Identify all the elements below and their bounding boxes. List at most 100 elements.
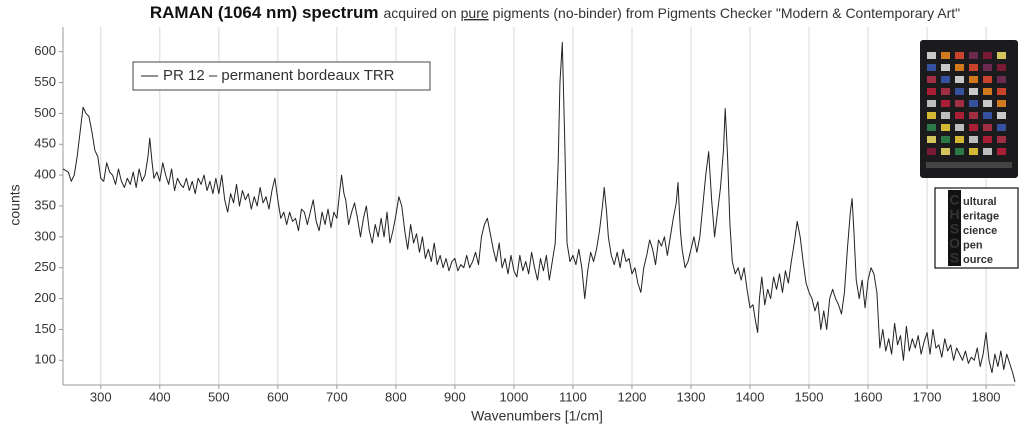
- plot-area: [62, 41, 1016, 383]
- swatch: [941, 64, 950, 71]
- y-tick-label: 100: [34, 352, 56, 367]
- swatch: [997, 136, 1006, 143]
- photo-frame: [920, 40, 1018, 178]
- x-tick-label: 1500: [795, 389, 824, 404]
- swatch: [983, 124, 992, 131]
- swatch: [969, 88, 978, 95]
- swatch: [941, 76, 950, 83]
- swatch: [927, 100, 936, 107]
- x-tick-label: 1700: [913, 389, 942, 404]
- logo-initial: S: [950, 250, 959, 266]
- swatch: [983, 112, 992, 119]
- subtitle-part: pure: [461, 5, 489, 21]
- y-tick-label: 500: [34, 105, 56, 120]
- swatch: [969, 112, 978, 119]
- spectrum-line: [62, 41, 1016, 383]
- y-tick-label: 250: [34, 259, 56, 274]
- y-tick-label: 550: [34, 74, 56, 89]
- swatch: [941, 52, 950, 59]
- swatch: [927, 52, 936, 59]
- y-tick-label: 450: [34, 136, 56, 151]
- logo-word: cience: [963, 225, 997, 237]
- swatch: [983, 52, 992, 59]
- swatch: [969, 148, 978, 155]
- swatch: [997, 88, 1006, 95]
- swatch: [997, 52, 1006, 59]
- x-tick-label: 500: [208, 389, 230, 404]
- legend-box: [132, 61, 431, 91]
- logo-initial: C: [949, 192, 959, 208]
- swatch: [955, 52, 964, 59]
- swatch: [969, 64, 978, 71]
- swatch: [941, 100, 950, 107]
- subtitle-part: pigments (no-binder) from Pigments Check…: [493, 5, 960, 21]
- logo-initial: S: [950, 221, 959, 237]
- swatch: [941, 112, 950, 119]
- chart-title: RAMAN (1064 nm) spectrum acquired on pure p…: [150, 3, 960, 22]
- subtitle-part: acquired on: [383, 5, 456, 21]
- x-tick-label: 300: [90, 389, 112, 404]
- photo-strip: [926, 162, 1012, 168]
- swatch: [997, 64, 1006, 71]
- swatch: [955, 76, 964, 83]
- swatch: [927, 124, 936, 131]
- swatch: [997, 76, 1006, 83]
- swatch: [927, 76, 936, 83]
- swatch: [955, 64, 964, 71]
- swatch: [969, 76, 978, 83]
- swatch: [941, 148, 950, 155]
- swatch: [927, 64, 936, 71]
- swatch: [983, 148, 992, 155]
- swatch: [997, 148, 1006, 155]
- x-tick-label: 800: [385, 389, 407, 404]
- x-tick-label: 1000: [499, 389, 528, 404]
- y-tick-label: 200: [34, 290, 56, 305]
- swatch: [969, 124, 978, 131]
- x-tick-label: 1200: [617, 389, 646, 404]
- swatch: [969, 100, 978, 107]
- swatch: [955, 100, 964, 107]
- x-tick-label: 900: [444, 389, 466, 404]
- logo-bar: [948, 190, 961, 266]
- legend-label: PR 12 – permanent bordeaux TRR: [163, 67, 395, 84]
- x-tick-label: 400: [149, 389, 171, 404]
- y-tick-label: 150: [34, 321, 56, 336]
- swatch: [969, 52, 978, 59]
- logo-word: ultural: [963, 196, 997, 208]
- swatch: [983, 64, 992, 71]
- x-tick-label: 1300: [677, 389, 706, 404]
- x-tick-label: 1400: [736, 389, 765, 404]
- swatch: [955, 148, 964, 155]
- logo-initial: O: [949, 235, 960, 251]
- axes: 300 400 500 600 700 800 900 1000 1100 1200 1300 140…: [34, 27, 1015, 404]
- legend: PR 12 – permanent bordeaux TRR: [132, 61, 431, 91]
- x-tick-label: 1600: [854, 389, 883, 404]
- y-tick-label: 300: [34, 228, 56, 243]
- title-main: RAMAN (1064 nm) spectrum: [150, 3, 379, 22]
- swatch: [955, 124, 964, 131]
- swatch: [941, 136, 950, 143]
- swatch: [955, 112, 964, 119]
- swatch: [927, 112, 936, 119]
- swatch: [955, 88, 964, 95]
- pigment-checker-photo: [920, 40, 1018, 178]
- swatch: [997, 112, 1006, 119]
- swatch: [941, 124, 950, 131]
- x-tick-label: 600: [267, 389, 289, 404]
- x-tick-label: 1100: [559, 389, 587, 404]
- logo-initial: H: [949, 206, 959, 222]
- swatch: [983, 100, 992, 107]
- logo-word: eritage: [963, 210, 999, 222]
- swatch: [969, 136, 978, 143]
- logo-word: ource: [963, 254, 993, 266]
- x-tick-label: 700: [326, 389, 348, 404]
- x-axis-label: Wavenumbers [1/cm]: [471, 408, 603, 424]
- swatch: [983, 136, 992, 143]
- swatches: [927, 52, 1006, 155]
- swatch: [983, 88, 992, 95]
- swatch: [997, 100, 1006, 107]
- y-axis-label: counts: [7, 184, 23, 225]
